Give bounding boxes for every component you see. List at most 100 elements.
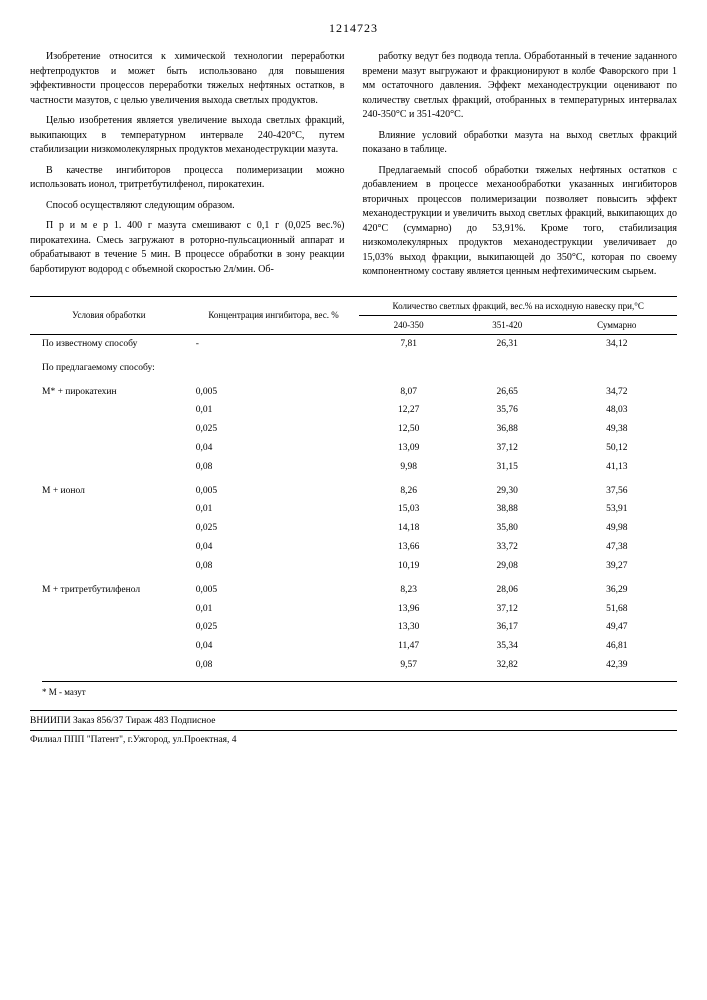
- table-cell: М + ионол: [30, 477, 188, 501]
- table-cell: 51,68: [557, 600, 677, 619]
- table-cell: 53,91: [557, 500, 677, 519]
- table-row: 0,0115,0338,8853,91: [30, 500, 677, 519]
- table-cell: [30, 420, 188, 439]
- th-range1: 240-350: [359, 315, 458, 334]
- th-total: Суммарно: [557, 315, 677, 334]
- table-cell: 8,07: [359, 378, 458, 402]
- footer-line1: ВНИИПИ Заказ 856/37 Тираж 483 Подписное: [30, 714, 677, 731]
- table-row: 0,0112,2735,7648,03: [30, 401, 677, 420]
- table-body: По известному способу-7,8126,3134,12По п…: [30, 334, 677, 674]
- table-cell: 13,30: [359, 618, 458, 637]
- col1-p5: П р и м е р 1. 400 г мазута смешивают с …: [30, 219, 345, 277]
- table-cell: [30, 500, 188, 519]
- table-cell: 41,13: [557, 458, 677, 477]
- table-cell: 26,65: [458, 378, 557, 402]
- table-cell: 9,98: [359, 458, 458, 477]
- table-cell: 0,025: [188, 618, 360, 637]
- table-row: 0,02513,3036,1749,47: [30, 618, 677, 637]
- table-cell: 39,27: [557, 557, 677, 576]
- table-cell: 42,39: [557, 656, 677, 675]
- table-cell: 36,17: [458, 618, 557, 637]
- table-row: 0,02514,1835,8049,98: [30, 519, 677, 538]
- table-cell: 0,01: [188, 600, 360, 619]
- table-cell: 12,50: [359, 420, 458, 439]
- footer-line2: Филиал ППП "Патент", г.Ужгород, ул.Проек…: [30, 733, 677, 747]
- table-cell: 14,18: [359, 519, 458, 538]
- table-cell: 0,005: [188, 378, 360, 402]
- table-cell: 7,81: [359, 334, 458, 353]
- table-cell: 29,08: [458, 557, 557, 576]
- table-cell: По известному способу: [30, 334, 188, 353]
- th-conditions: Условия обработки: [30, 296, 188, 334]
- table-cell: 0,04: [188, 538, 360, 557]
- th-range2: 351-420: [458, 315, 557, 334]
- table-cell: 48,03: [557, 401, 677, 420]
- table-cell: 0,01: [188, 500, 360, 519]
- table-cell: [30, 519, 188, 538]
- table-row: По предлагаемому способу:: [30, 354, 677, 378]
- table-cell: 8,23: [359, 576, 458, 600]
- table-row: 0,0413,0937,1250,12: [30, 439, 677, 458]
- table-cell: 34,12: [557, 334, 677, 353]
- table-cell: М* + пирокатехин: [30, 378, 188, 402]
- table-cell: [188, 354, 360, 378]
- table-cell: 38,88: [458, 500, 557, 519]
- table-row: 0,089,9831,1541,13: [30, 458, 677, 477]
- table-cell: 0,005: [188, 477, 360, 501]
- table-cell: 12,27: [359, 401, 458, 420]
- table-row: По известному способу-7,8126,3134,12: [30, 334, 677, 353]
- table-cell: 0,08: [188, 458, 360, 477]
- th-fractions: Количество светлых фракций, вес.% на исх…: [359, 296, 677, 315]
- table-cell: По предлагаемому способу:: [30, 354, 188, 378]
- doc-number: 1214723: [30, 20, 677, 36]
- table-cell: 35,76: [458, 401, 557, 420]
- table-cell: 32,82: [458, 656, 557, 675]
- table-cell: 37,12: [458, 439, 557, 458]
- table-cell: [30, 458, 188, 477]
- table-row: 0,089,5732,8242,39: [30, 656, 677, 675]
- table-cell: М + тритретбутилфенол: [30, 576, 188, 600]
- table-cell: 13,66: [359, 538, 458, 557]
- table-cell: 46,81: [557, 637, 677, 656]
- table-cell: 0,01: [188, 401, 360, 420]
- table-cell: 0,08: [188, 557, 360, 576]
- col2-p2: Влияние условий обработки мазута на выхо…: [363, 129, 678, 158]
- table-cell: 0,04: [188, 439, 360, 458]
- table-row: М + ионол0,0058,2629,3037,56: [30, 477, 677, 501]
- table-footnote: * М - мазут: [42, 681, 677, 698]
- table-row: 0,0810,1929,0839,27: [30, 557, 677, 576]
- table-cell: 0,025: [188, 420, 360, 439]
- table-row: 0,0411,4735,3446,81: [30, 637, 677, 656]
- table-cell: [30, 439, 188, 458]
- results-table: Условия обработки Концентрация ингибитор…: [30, 296, 677, 675]
- footer: ВНИИПИ Заказ 856/37 Тираж 483 Подписное …: [30, 710, 677, 748]
- table-row: М* + пирокатехин0,0058,0726,6534,72: [30, 378, 677, 402]
- table-cell: 31,15: [458, 458, 557, 477]
- table-cell: 13,96: [359, 600, 458, 619]
- table-cell: 37,56: [557, 477, 677, 501]
- table-cell: 49,47: [557, 618, 677, 637]
- table-cell: [30, 637, 188, 656]
- col1-p1: Изобретение относится к химической техно…: [30, 50, 345, 108]
- table-cell: [30, 557, 188, 576]
- table-cell: 35,80: [458, 519, 557, 538]
- column-left: Изобретение относится к химической техно…: [30, 50, 345, 286]
- table-cell: 9,57: [359, 656, 458, 675]
- table-cell: 50,12: [557, 439, 677, 458]
- table-cell: [359, 354, 458, 378]
- table-cell: [458, 354, 557, 378]
- table-cell: 37,12: [458, 600, 557, 619]
- table-cell: 35,34: [458, 637, 557, 656]
- table-cell: 29,30: [458, 477, 557, 501]
- table-row: 0,0413,6633,7247,38: [30, 538, 677, 557]
- table-cell: 8,26: [359, 477, 458, 501]
- table-cell: 15,03: [359, 500, 458, 519]
- column-right: работку ведут без подвода тепла. Обработ…: [363, 50, 678, 286]
- table-cell: 0,08: [188, 656, 360, 675]
- th-concentration: Концентрация ингибитора, вес. %: [188, 296, 360, 334]
- table-cell: [30, 538, 188, 557]
- table-cell: -: [188, 334, 360, 353]
- text-columns: Изобретение относится к химической техно…: [30, 50, 677, 286]
- table-cell: 34,72: [557, 378, 677, 402]
- table-cell: 0,04: [188, 637, 360, 656]
